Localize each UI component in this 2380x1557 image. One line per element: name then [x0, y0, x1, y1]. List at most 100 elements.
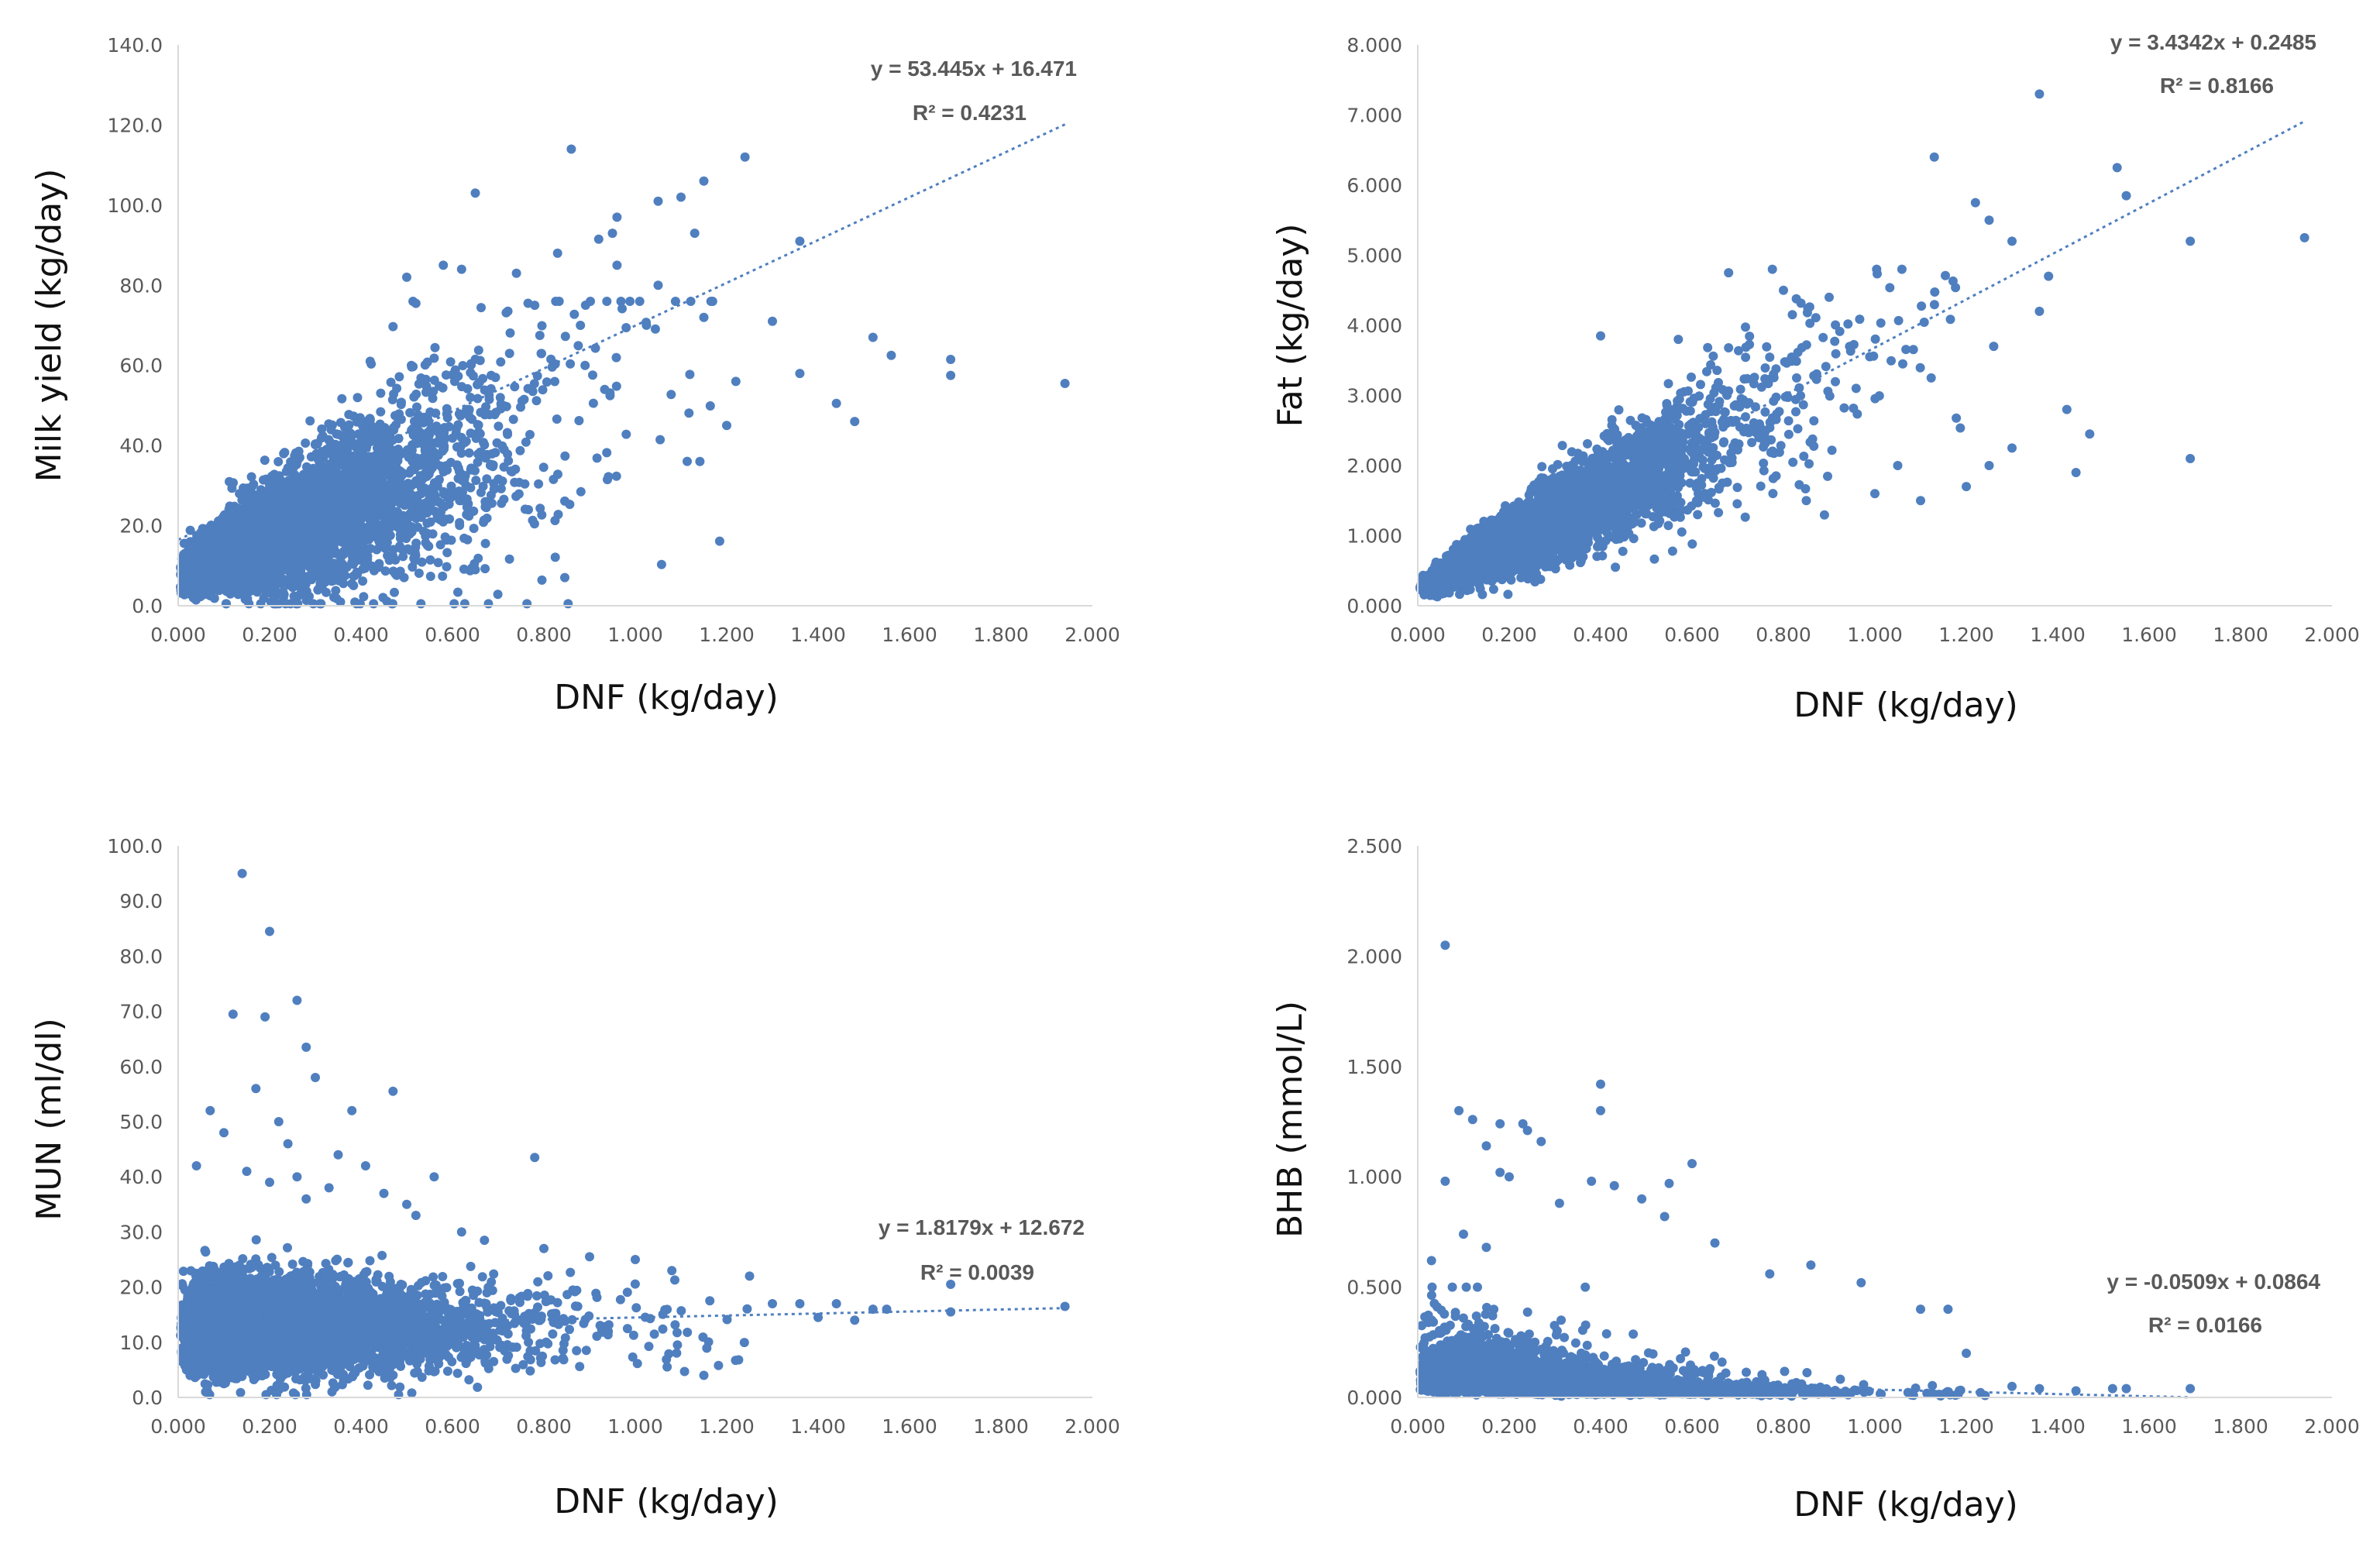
scatter-point: [404, 452, 414, 462]
scatter-point: [476, 487, 486, 497]
scatter-point: [480, 538, 490, 548]
scatter-point: [315, 542, 324, 552]
scatter-point: [331, 586, 341, 596]
scatter-point: [497, 441, 507, 451]
scatter-point: [316, 599, 326, 609]
scatter-point: [268, 561, 278, 571]
scatter-point: [446, 458, 456, 467]
scatter-point: [670, 297, 680, 306]
scatter-point: [576, 486, 586, 497]
scatter-point: [355, 509, 365, 519]
scatter-point: [384, 500, 394, 510]
scatter-point: [621, 429, 631, 439]
scatter-point: [450, 366, 460, 376]
scatter-point: [504, 349, 514, 359]
scatter-point: [528, 515, 538, 525]
scatter-point: [273, 457, 284, 466]
scatter-point: [552, 414, 562, 424]
scatter-point: [459, 533, 469, 543]
scatter-point: [611, 381, 621, 391]
scatter-point: [695, 456, 705, 466]
scatter-point: [580, 301, 590, 310]
scatter-point: [378, 508, 388, 518]
scatter-point: [464, 511, 474, 521]
scatter-point: [504, 554, 514, 564]
scatter-point: [347, 579, 357, 589]
scatter-point: [425, 555, 435, 565]
scatter-point: [501, 308, 511, 318]
scatter-point: [480, 564, 490, 574]
scatter-point: [453, 587, 463, 597]
scatter-point: [502, 428, 512, 438]
scatter-point: [390, 517, 401, 527]
scatter-point: [611, 471, 621, 481]
scatter-point: [243, 492, 253, 502]
scatter-point: [307, 575, 317, 585]
scatter-point: [421, 374, 431, 384]
scatter-point: [461, 436, 471, 446]
scatter-point: [326, 424, 336, 435]
scatter-point: [560, 332, 570, 342]
scatter-point: [464, 448, 474, 458]
scatter-point: [537, 510, 547, 520]
scatter-point: [603, 475, 612, 485]
scatter-point: [328, 453, 339, 462]
scatter-point: [384, 524, 394, 534]
scatter-point: [569, 309, 580, 319]
scatter-point: [458, 361, 468, 370]
scatter-point: [684, 408, 694, 418]
scatter-point: [428, 483, 437, 493]
scatter-point: [560, 451, 570, 461]
scatter-point: [705, 401, 715, 411]
scatter-point: [520, 504, 530, 514]
scatter-point: [452, 442, 462, 452]
scatter-point: [328, 441, 339, 451]
milk-yield-chart: 0.000 0.200 0.400 0.600 0.800 1.000 1.200 1.400…: [29, 34, 1120, 717]
scatter-point: [565, 500, 575, 510]
scatter-point: [496, 399, 506, 409]
scatter-point: [256, 568, 267, 578]
scatter-point: [434, 381, 444, 391]
scatter-point: [343, 547, 353, 557]
scatter-point: [256, 579, 266, 589]
scatter-point: [656, 559, 666, 569]
scatter-point: [352, 535, 362, 545]
scatter-point: [371, 454, 381, 464]
scatter-point: [625, 297, 635, 306]
scatter-point: [416, 599, 426, 609]
scatter-point: [459, 599, 469, 609]
scatter-point: [358, 576, 368, 586]
scatter-point: [641, 318, 651, 328]
scatter-point: [563, 599, 573, 609]
scatter-point: [435, 461, 445, 471]
scatter-point: [419, 456, 429, 466]
scatter-point: [482, 514, 492, 523]
scatter-point: [446, 492, 456, 502]
scatter-point: [315, 579, 325, 589]
scatter-point: [480, 440, 490, 450]
scatter-point: [337, 394, 347, 404]
scatter-point: [439, 428, 449, 438]
scatter-point: [430, 342, 440, 352]
scatter-point: [497, 498, 507, 508]
scatter-point: [397, 397, 406, 407]
scatter-point: [588, 398, 598, 408]
scatter-point: [511, 491, 521, 501]
scatter-point: [560, 572, 569, 583]
scatter-point: [574, 416, 584, 425]
scatter-point: [553, 469, 562, 479]
scatter-point: [301, 438, 311, 448]
scatter-point: [602, 297, 612, 306]
scatter-point: [196, 586, 206, 596]
scatter-point: [389, 425, 399, 435]
scatter-point: [522, 599, 532, 609]
scatter-point: [445, 357, 456, 367]
scatter-point: [449, 599, 459, 609]
scatter-point: [469, 524, 479, 534]
scatter-point: [602, 448, 612, 458]
scatter-point: [550, 516, 560, 525]
scatter-point: [359, 592, 369, 602]
scatter-point: [348, 430, 357, 440]
scatter-point: [390, 587, 399, 597]
scatter-point: [566, 359, 576, 369]
